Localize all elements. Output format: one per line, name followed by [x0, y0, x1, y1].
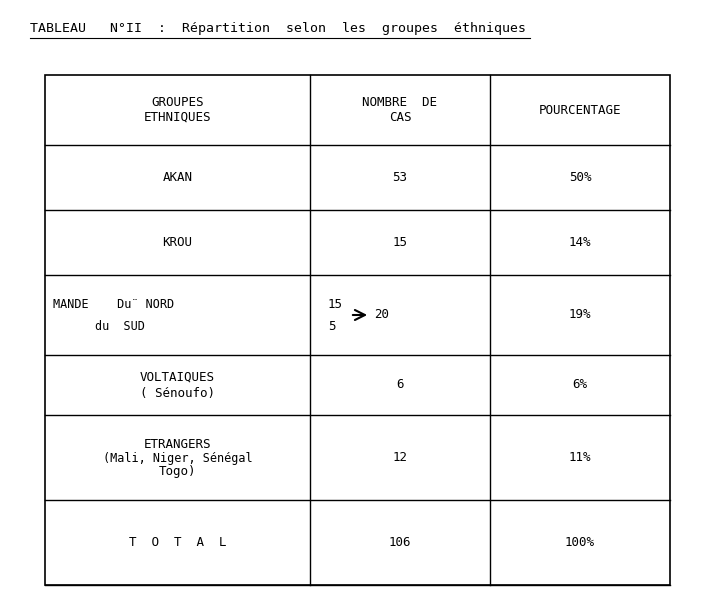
Text: (Mali, Niger, Sénégal: (Mali, Niger, Sénégal [102, 452, 252, 465]
Text: du  SUD: du SUD [95, 320, 145, 332]
Text: 11%: 11% [569, 451, 591, 464]
Text: POURCENTAGE: POURCENTAGE [539, 103, 621, 117]
Text: 53: 53 [393, 171, 407, 184]
Text: 14%: 14% [569, 236, 591, 249]
Text: KROU: KROU [162, 236, 193, 249]
Text: 6%: 6% [573, 379, 587, 391]
Text: AKAN: AKAN [162, 171, 193, 184]
Text: 19%: 19% [569, 309, 591, 321]
Text: 12: 12 [393, 451, 407, 464]
Text: NOMBRE  DE
CAS: NOMBRE DE CAS [362, 96, 438, 124]
Text: GROUPES
ETHNIQUES: GROUPES ETHNIQUES [144, 96, 211, 124]
Text: ( Sénoufo): ( Sénoufo) [140, 387, 215, 399]
Text: 15: 15 [393, 236, 407, 249]
Text: 6: 6 [396, 379, 404, 391]
Text: 50%: 50% [569, 171, 591, 184]
Text: T  O  T  A  L: T O T A L [128, 536, 226, 549]
Text: 106: 106 [389, 536, 412, 549]
Text: TABLEAU   N°II  :  Répartition  selon  les  groupes  éthniques: TABLEAU N°II : Répartition selon les gro… [30, 22, 526, 35]
Text: 100%: 100% [565, 536, 595, 549]
Text: MANDE    Dü NORD: MANDE Dü NORD [53, 298, 174, 310]
Text: Togo): Togo) [159, 465, 196, 478]
Bar [45, 75, 670, 585]
Text: 5: 5 [328, 320, 335, 332]
Text: 15: 15 [328, 298, 343, 310]
Text: ETRANGERS: ETRANGERS [144, 438, 211, 451]
Text: VOLTAIQUES: VOLTAIQUES [140, 370, 215, 384]
Text: 20: 20 [374, 309, 389, 321]
